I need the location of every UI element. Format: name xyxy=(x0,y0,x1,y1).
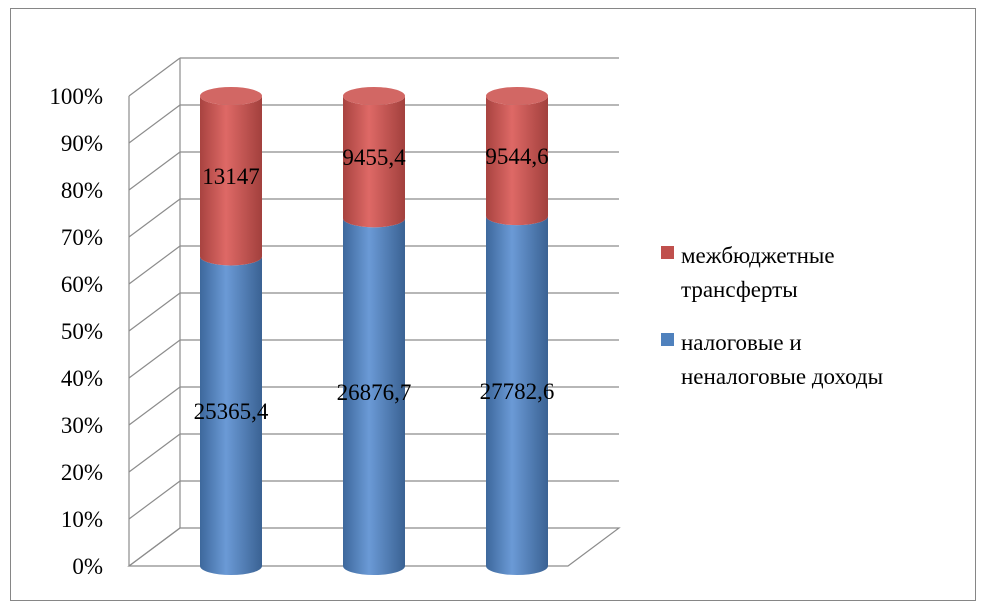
data-label: 9455,4 xyxy=(342,145,406,170)
y-tick-label: 20% xyxy=(61,460,103,485)
legend-label: трансферты xyxy=(681,277,798,302)
y-tick-label: 0% xyxy=(72,554,103,579)
y-tick-label: 90% xyxy=(61,131,103,156)
chart-floor xyxy=(127,527,621,567)
data-label: 26876,7 xyxy=(337,380,412,405)
side-wall-gridline xyxy=(128,57,181,97)
side-wall-gridline xyxy=(128,151,181,191)
y-tick-label: 80% xyxy=(61,178,103,203)
data-labels: 25365,4 13147 26876,7 9455,4 27782,6 9544,6 xyxy=(194,144,555,424)
y-tick-label: 100% xyxy=(49,84,103,109)
legend-label: неналоговые доходы xyxy=(681,364,883,389)
legend-label: налоговые и xyxy=(681,330,802,355)
bar-top-cap xyxy=(486,87,548,105)
side-wall-gridline xyxy=(128,245,181,285)
y-tick-labels: 0% 10% 20% 30% 40% 50% 60% 70% 80% 90% 100% xyxy=(49,84,103,579)
data-label: 13147 xyxy=(202,164,260,189)
side-wall-gridline xyxy=(128,480,181,520)
bar-segment xyxy=(199,96,262,266)
y-tick-label: 30% xyxy=(61,413,103,438)
bar-segment xyxy=(486,216,548,575)
bar-segment xyxy=(343,96,405,228)
side-wall-gridline xyxy=(128,386,181,426)
side-wall-gridline xyxy=(128,104,181,144)
bars-layer xyxy=(199,87,548,575)
bar-segment xyxy=(486,96,548,226)
bar-segment xyxy=(200,256,262,575)
y-tick-label: 10% xyxy=(61,507,103,532)
legend-label: межбюджетные xyxy=(681,243,835,268)
legend-swatch xyxy=(661,333,674,346)
bar-top-cap xyxy=(343,87,405,105)
legend-swatch xyxy=(661,246,674,259)
legend: межбюджетные трансферты налоговые и неналог… xyxy=(661,243,883,389)
bar-segment xyxy=(343,218,405,575)
side-wall-gridline xyxy=(128,339,181,379)
y-tick-label: 70% xyxy=(61,225,103,250)
bar-top-cap xyxy=(200,87,262,105)
data-label: 9544,6 xyxy=(485,144,548,169)
data-label: 25365,4 xyxy=(194,399,269,424)
data-label: 27782,6 xyxy=(480,379,555,404)
y-tick-label: 60% xyxy=(61,272,103,297)
y-tick-label: 50% xyxy=(61,319,103,344)
side-wall-gridline xyxy=(128,433,181,473)
y-tick-label: 40% xyxy=(61,366,103,391)
side-wall-gridline xyxy=(128,292,181,332)
side-wall-gridline xyxy=(128,198,181,238)
